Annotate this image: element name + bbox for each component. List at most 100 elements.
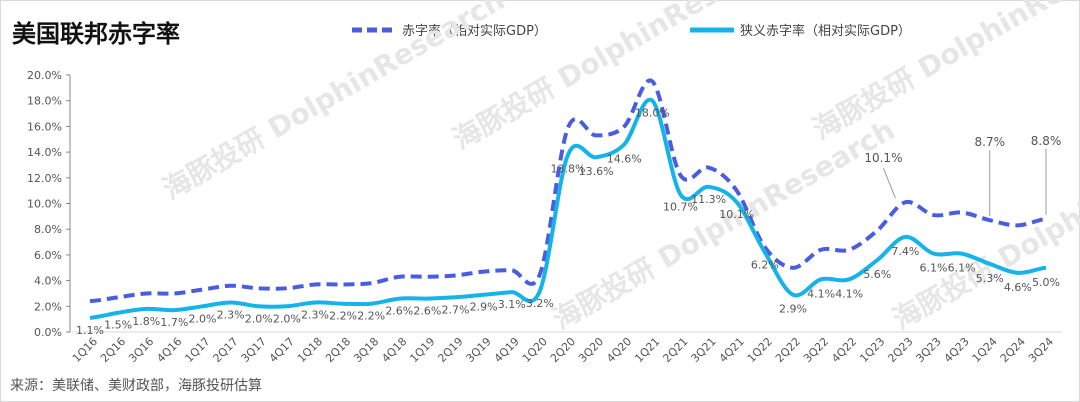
data-label-narrow: 2.0% <box>245 312 273 325</box>
legend-solid-swatch <box>690 27 734 32</box>
data-label-narrow: 5.6% <box>863 268 891 281</box>
x-tick-label: 1Q22 <box>745 335 775 365</box>
data-label-narrow: 6.1% <box>920 262 948 275</box>
x-tick-label: 1Q16 <box>70 335 100 365</box>
data-label-narrow: 6.1% <box>948 262 976 275</box>
data-label-narrow: 2.3% <box>217 308 245 321</box>
x-tick-label: 3Q24 <box>1026 335 1056 365</box>
x-tick-label: 1Q23 <box>857 335 887 365</box>
x-tick-label: 2Q22 <box>773 335 803 365</box>
data-label-narrow: 10.7% <box>663 201 698 214</box>
data-label-narrow: 13.6% <box>579 165 614 178</box>
y-tick-label: 8.0% <box>34 223 62 236</box>
legend-item-narrow: 狭义赤字率（相对实际GDP） <box>690 20 911 39</box>
watermark: 海豚投研 DolphinResearch <box>547 113 900 336</box>
x-tick-label: 2Q21 <box>660 335 690 365</box>
x-tick-label: 2Q24 <box>998 335 1028 365</box>
legend-dash-swatch <box>352 27 396 32</box>
y-tick-label: 6.0% <box>34 249 62 262</box>
x-tick-label: 4Q21 <box>717 335 747 365</box>
data-label-narrow: 1.1% <box>76 324 104 337</box>
data-label-narrow: 1.5% <box>104 319 132 332</box>
data-label-narrow: 2.3% <box>301 308 329 321</box>
x-tick-label: 1Q21 <box>632 335 662 365</box>
y-tick-label: 18.0% <box>27 95 62 108</box>
y-tick-label: 4.0% <box>34 275 62 288</box>
x-tick-label: 3Q17 <box>239 335 269 365</box>
data-label-narrow: 1.7% <box>160 316 188 329</box>
data-label-narrow: 11.3% <box>691 193 726 206</box>
data-label-narrow: 2.2% <box>357 310 385 323</box>
source-note: 来源：美联储、美财政部，海豚投研估算 <box>10 378 262 394</box>
data-label-narrow: 3.1% <box>498 298 526 311</box>
data-label-narrow: 18.0% <box>635 107 670 120</box>
y-tick-label: 20.0% <box>27 69 62 82</box>
x-tick-label: 4Q20 <box>604 335 634 365</box>
x-tick-label: 3Q23 <box>913 335 943 365</box>
x-tick-label: 4Q17 <box>267 335 297 365</box>
legend-label: 狭义赤字率（相对实际GDP） <box>740 24 911 39</box>
x-tick-label: 1Q19 <box>407 335 437 365</box>
x-tick-label: 1Q17 <box>182 335 212 365</box>
series-broad-deficit-line <box>89 78 1047 304</box>
data-label-narrow: 2.7% <box>442 303 470 316</box>
x-tick-label: 4Q16 <box>154 335 184 365</box>
y-tick-label: 10.0% <box>27 198 62 211</box>
data-label-narrow: 2.0% <box>188 312 216 325</box>
x-tick-label: 3Q22 <box>801 335 831 365</box>
y-tick-label: 12.0% <box>27 172 62 185</box>
x-tick-label: 3Q20 <box>576 335 606 365</box>
x-tick-label: 2Q23 <box>885 335 915 365</box>
y-tick-label: 16.0% <box>27 120 62 133</box>
data-label-narrow: 14.6% <box>607 152 642 165</box>
data-label-narrow: 6.2% <box>751 258 779 271</box>
x-tick-label: 3Q19 <box>464 335 494 365</box>
data-label-narrow: 2.9% <box>779 303 807 316</box>
data-label-broad: 8.7% <box>975 135 1006 149</box>
y-tick-label: 14.0% <box>27 146 62 159</box>
data-label-narrow: 5.3% <box>976 272 1004 285</box>
x-tick-label: 2Q16 <box>98 335 128 365</box>
data-label-narrow: 2.2% <box>329 310 357 323</box>
x-tick-label: 4Q19 <box>492 335 522 365</box>
watermark: 海豚投研 DolphinResearch <box>447 0 800 156</box>
x-tick-label: 2Q17 <box>211 335 241 365</box>
chart-title: 美国联邦赤字率 <box>12 20 180 48</box>
x-tick-label: 1Q18 <box>295 335 325 365</box>
data-label-narrow: 4.6% <box>1004 281 1032 294</box>
x-tick-label: 4Q18 <box>379 335 409 365</box>
y-tick-label: 0.0% <box>34 326 62 339</box>
data-label-narrow: 1.8% <box>132 315 160 328</box>
x-tick-label: 3Q21 <box>689 335 719 365</box>
data-label-narrow: 2.6% <box>385 305 413 318</box>
leader-line <box>882 168 896 199</box>
x-tick-label: 4Q23 <box>942 335 972 365</box>
data-label-broad: 8.8% <box>1031 134 1062 148</box>
data-label-narrow: 5.0% <box>1032 276 1060 289</box>
x-tick-label: 3Q18 <box>351 335 381 365</box>
x-tick-label: 2Q19 <box>435 335 465 365</box>
y-tick-label: 2.0% <box>34 300 62 313</box>
data-label-narrow: 7.4% <box>891 245 919 258</box>
legend-item-broad: 赤字率（相对实际GDP） <box>352 20 547 39</box>
data-label-narrow: 2.9% <box>470 301 498 314</box>
series-narrow-deficit-line <box>89 97 1047 320</box>
data-label-narrow: 3.2% <box>526 297 554 310</box>
data-label-narrow: 10.1% <box>719 208 754 221</box>
x-tick-label: 2Q18 <box>323 335 353 365</box>
data-label-narrow: 2.6% <box>413 305 441 318</box>
legend-label: 赤字率（相对实际GDP） <box>402 24 547 39</box>
x-tick-label: 1Q24 <box>970 335 1000 365</box>
x-tick-label: 1Q20 <box>520 335 550 365</box>
x-tick-label: 3Q16 <box>126 335 156 365</box>
x-tick-label: 4Q22 <box>829 335 859 365</box>
data-label-narrow: 4.1% <box>835 287 863 300</box>
data-label-broad: 10.1% <box>864 151 902 165</box>
watermark: 海豚投研 DolphinResearch <box>157 0 510 206</box>
data-label-narrow: 13.8% <box>551 163 586 176</box>
x-tick-label: 2Q20 <box>548 335 578 365</box>
data-label-narrow: 4.1% <box>807 287 835 300</box>
data-label-narrow: 2.0% <box>273 312 301 325</box>
watermark: 海豚投研 DolphinResearch <box>807 0 1080 146</box>
